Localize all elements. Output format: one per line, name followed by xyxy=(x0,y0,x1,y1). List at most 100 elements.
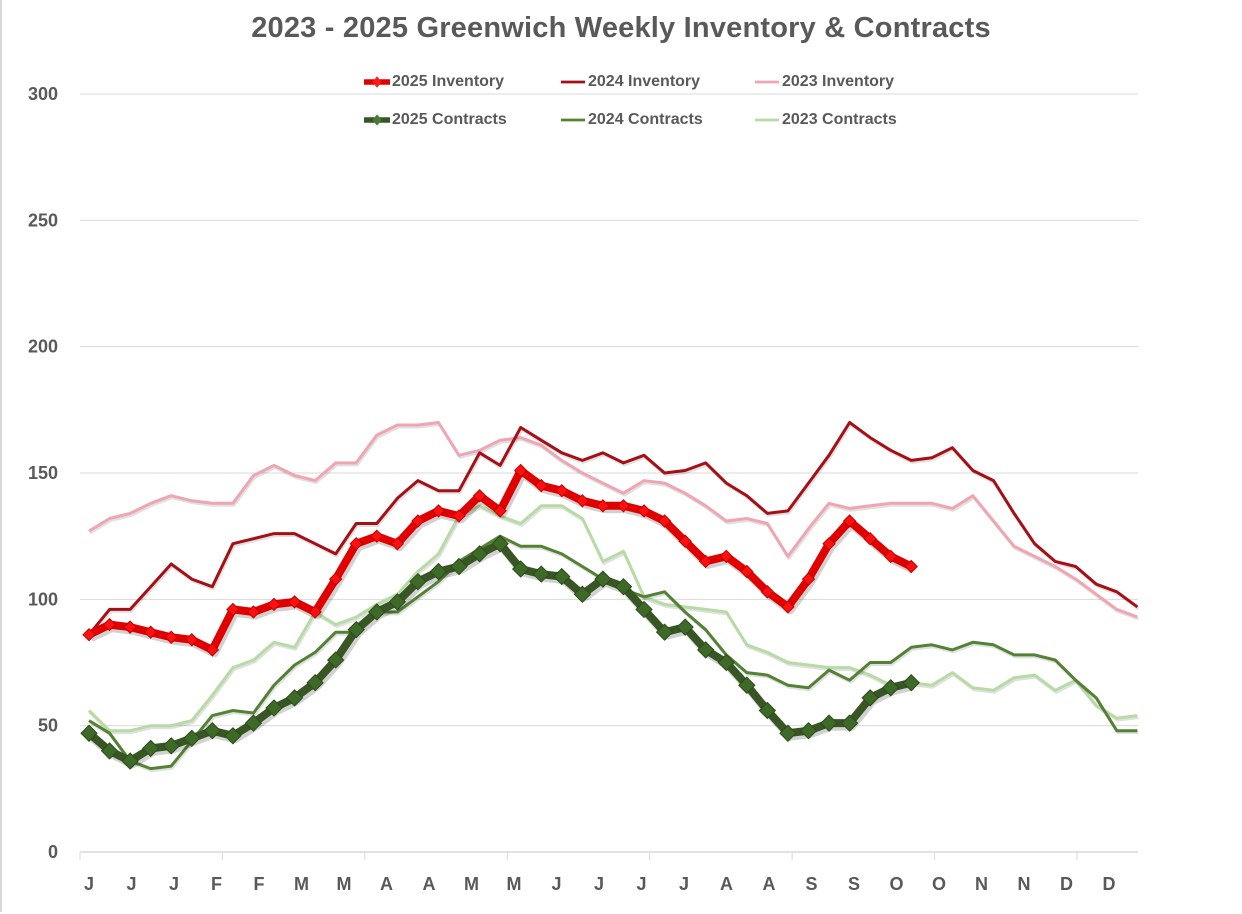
data-point-marker xyxy=(758,701,777,720)
x-tick-label: M xyxy=(507,874,522,894)
data-point-marker xyxy=(493,504,507,518)
data-point-marker xyxy=(840,714,859,732)
data-point-marker xyxy=(349,537,363,551)
legend-label: 2025 Inventory xyxy=(392,73,505,90)
data-point-marker xyxy=(717,653,735,672)
x-tick-label: F xyxy=(211,874,222,894)
y-tick-label: 100 xyxy=(28,589,58,609)
data-point-marker xyxy=(409,572,427,591)
data-point-marker xyxy=(553,567,571,586)
x-tick-label: A xyxy=(423,874,436,894)
series-line xyxy=(87,466,914,654)
data-point-marker xyxy=(596,499,610,513)
data-point-marker xyxy=(738,676,756,694)
data-point-marker xyxy=(121,752,139,770)
data-point-marker xyxy=(637,504,651,518)
series-line xyxy=(88,421,1138,619)
x-tick-label: D xyxy=(1060,874,1073,894)
data-point-marker xyxy=(164,630,178,644)
data-point-marker xyxy=(143,625,158,639)
data-point-marker xyxy=(884,549,898,564)
legend-item-2023-inventory[interactable]: 2023 Inventory xyxy=(754,70,894,94)
x-tick-label: A xyxy=(720,874,733,894)
data-point-marker xyxy=(534,478,548,493)
data-point-marker xyxy=(244,714,263,732)
data-point-marker xyxy=(306,674,324,692)
series-2023-inventory xyxy=(88,421,1139,621)
legend-item-2025-contracts[interactable]: 2025 Contracts xyxy=(364,108,507,132)
series-line xyxy=(87,421,1139,636)
data-point-marker xyxy=(781,600,795,614)
data-point-marker xyxy=(450,557,468,576)
y-tick-label: 0 xyxy=(48,842,58,862)
x-tick-label: S xyxy=(805,874,817,894)
legend-swatch-2025-inventory xyxy=(364,76,390,88)
data-point-marker xyxy=(80,724,98,742)
series-2024-inventory xyxy=(87,421,1140,638)
data-point-marker xyxy=(594,570,612,588)
data-point-marker xyxy=(472,489,487,503)
chart-title: 2023 - 2025 Greenwich Weekly Inventory &… xyxy=(251,12,991,44)
x-tick-label: A xyxy=(763,874,776,894)
legend-item-2024-contracts[interactable]: 2024 Contracts xyxy=(560,108,703,132)
data-point-marker xyxy=(203,722,222,740)
data-point-marker xyxy=(657,514,672,528)
legend-label: 2023 Contracts xyxy=(782,111,897,128)
y-tick-label: 50 xyxy=(38,716,58,736)
x-tick-label: N xyxy=(975,874,988,894)
data-point-marker xyxy=(616,499,631,513)
data-point-marker xyxy=(655,623,674,641)
legend-swatch-2024-inventory xyxy=(560,80,586,84)
x-tick-label: D xyxy=(1103,874,1116,894)
data-point-marker xyxy=(740,564,754,579)
data-point-marker xyxy=(368,603,386,621)
data-point-marker xyxy=(678,534,692,548)
data-point-marker xyxy=(388,593,407,611)
data-point-marker xyxy=(822,537,836,551)
data-point-marker xyxy=(842,514,857,528)
data-point-marker xyxy=(861,689,879,707)
data-point-marker xyxy=(513,463,528,478)
data-point-marker xyxy=(326,651,345,669)
x-tick-label: M xyxy=(337,874,352,894)
series-line xyxy=(87,504,1138,733)
data-point-marker xyxy=(863,531,877,546)
data-point-marker xyxy=(801,572,816,586)
data-point-marker xyxy=(698,554,713,569)
legend-item-2023-contracts[interactable]: 2023 Contracts xyxy=(754,108,897,132)
data-point-marker xyxy=(141,739,160,758)
x-tick-label: M xyxy=(294,874,309,894)
x-tick-label: J xyxy=(551,874,561,894)
data-point-marker xyxy=(779,724,797,742)
y-tick-label: 250 xyxy=(28,210,58,230)
x-tick-label: S xyxy=(848,874,860,894)
series-2023-contracts xyxy=(87,504,1139,735)
data-point-marker xyxy=(635,600,653,619)
legend-label: 2024 Inventory xyxy=(588,73,701,90)
x-tick-label: J xyxy=(636,874,646,894)
data-point-marker xyxy=(719,549,733,564)
data-point-marker xyxy=(226,602,240,617)
data-point-marker xyxy=(411,514,425,528)
data-point-marker xyxy=(555,483,569,498)
data-point-marker xyxy=(328,572,343,586)
legend-item-2025-inventory[interactable]: 2025 Inventory xyxy=(364,70,504,94)
legend-swatch-2024-contracts xyxy=(560,118,586,122)
data-point-marker xyxy=(452,509,466,523)
data-point-marker xyxy=(429,562,448,581)
legend-item-2024-inventory[interactable]: 2024 Inventory xyxy=(560,70,700,94)
data-point-marker xyxy=(696,641,715,659)
y-tick-label: 300 xyxy=(28,84,58,104)
data-point-marker xyxy=(183,729,201,748)
data-point-marker xyxy=(470,545,489,563)
data-point-marker xyxy=(760,585,775,599)
y-axis: 0 50 100 150 200 250 300 xyxy=(28,84,58,862)
legend-label: 2023 Inventory xyxy=(782,73,895,90)
data-point-marker xyxy=(102,617,117,632)
x-tick-label: O xyxy=(932,874,946,894)
data-point-marker xyxy=(100,742,119,760)
data-point-marker xyxy=(205,643,220,657)
x-tick-label: F xyxy=(254,874,265,894)
